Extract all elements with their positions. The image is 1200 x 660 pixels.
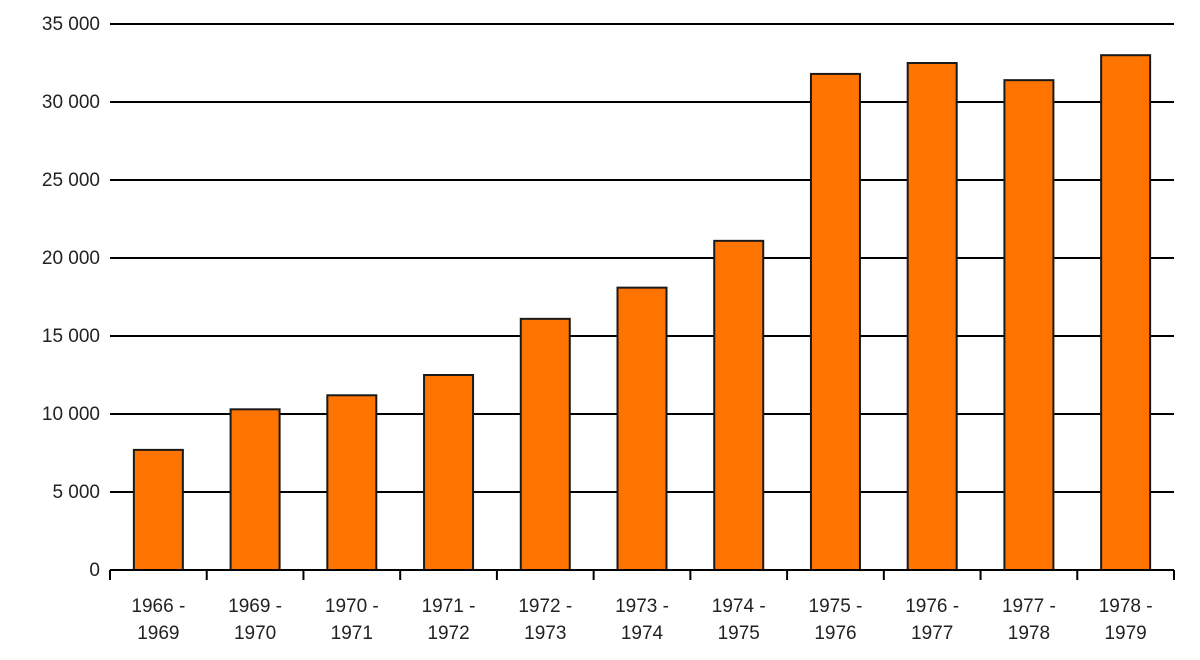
y-axis-tick-labels: 0 5 000 10 000 15 000 20 000 25 000 30 000 35 0… bbox=[42, 14, 100, 581]
x-tick-label: 1966 - bbox=[131, 596, 185, 617]
x-tick-label: 1975 - bbox=[809, 596, 863, 617]
x-tick-label: 1974 - bbox=[712, 596, 766, 617]
x-tick-label: 1978 - bbox=[1099, 596, 1153, 617]
bar bbox=[809, 72, 861, 571]
bar bbox=[713, 239, 765, 571]
x-tick-label: 1976 - bbox=[905, 596, 959, 617]
x-tick-label: 1978 bbox=[1008, 623, 1050, 644]
bar bbox=[906, 62, 958, 571]
y-tick-label: 5 000 bbox=[52, 482, 100, 503]
x-tick-label: 1970 bbox=[234, 623, 276, 644]
x-tick-label: 1973 - bbox=[615, 596, 669, 617]
x-tick-label: 1970 - bbox=[325, 596, 379, 617]
bar bbox=[326, 394, 378, 571]
bars bbox=[132, 54, 1152, 572]
x-tick-label: 1974 bbox=[621, 623, 664, 644]
bar bbox=[616, 286, 668, 571]
bar bbox=[132, 448, 184, 572]
bar bbox=[423, 374, 475, 571]
x-tick-label: 1977 - bbox=[1002, 596, 1056, 617]
x-tick-label: 1971 - bbox=[422, 596, 476, 617]
x-tick-label: 1969 - bbox=[228, 596, 282, 617]
y-tick-label: 30 000 bbox=[42, 92, 100, 113]
x-tick-label: 1975 bbox=[718, 623, 760, 644]
x-axis-tick-labels: 1966 - 1969 1969 - 1970 1970 - 1971 1971 - 1972… bbox=[131, 596, 1152, 644]
bar bbox=[1100, 54, 1152, 571]
x-tick-label: 1979 bbox=[1104, 623, 1146, 644]
x-axis bbox=[109, 569, 1175, 580]
x-tick-label: 1977 bbox=[911, 623, 953, 644]
x-tick-label: 1969 bbox=[137, 623, 179, 644]
x-tick-label: 1976 bbox=[814, 623, 856, 644]
y-tick-label: 25 000 bbox=[42, 170, 100, 191]
x-tick-label: 1971 bbox=[331, 623, 373, 644]
x-tick-label: 1973 bbox=[524, 623, 566, 644]
y-tick-label: 0 bbox=[89, 560, 100, 581]
y-tick-label: 35 000 bbox=[42, 14, 100, 35]
bar bbox=[1003, 79, 1055, 571]
x-tick-label: 1972 bbox=[427, 623, 469, 644]
y-tick-label: 15 000 bbox=[42, 326, 100, 347]
bar bbox=[229, 408, 281, 571]
y-tick-label: 10 000 bbox=[42, 404, 100, 425]
y-tick-label: 20 000 bbox=[42, 248, 100, 269]
x-tick-label: 1972 - bbox=[518, 596, 572, 617]
bar bbox=[519, 317, 571, 571]
